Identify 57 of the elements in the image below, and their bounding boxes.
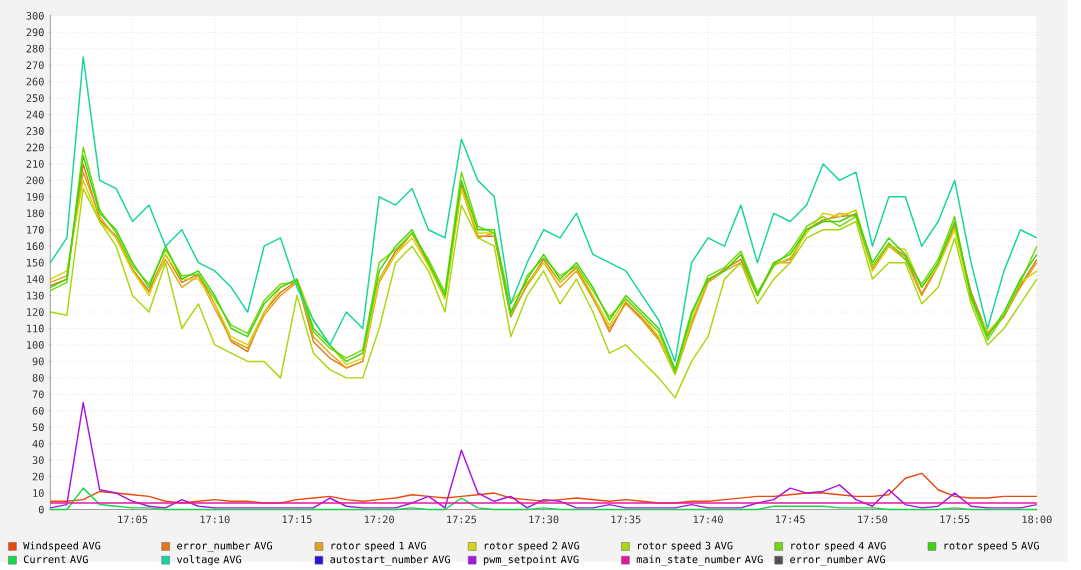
y-tick-label: 40 (32, 439, 44, 448)
x-tick-label: 17:55 (940, 515, 970, 524)
y-tick-label: 160 (27, 242, 44, 251)
x-tick-label: 17:50 (858, 515, 888, 524)
y-tick-label: 70 (32, 390, 44, 399)
y-tick-label: 0 (38, 505, 44, 514)
legend-label: rotor speed 5 AVG (944, 541, 1039, 552)
legend-label: pwm_setpoint AVG (483, 555, 579, 566)
y-tick-label: 300 (26, 12, 44, 20)
y-tick-label: 60 (32, 407, 44, 415)
y-tick-label: 100 (27, 341, 44, 349)
x-tick-label: 17:45 (776, 515, 805, 524)
legend-label: Current AVG (23, 555, 88, 564)
x-tick-label: 17:35 (611, 515, 641, 524)
y-tick-label: 180 (27, 209, 44, 218)
legend-label: rotor speed 2 AVG (484, 541, 580, 552)
legend-label: main_state_number AVG (636, 555, 763, 566)
legend-label: rotor speed 4 AVG (791, 541, 886, 552)
y-tick-label: 200 (26, 176, 44, 185)
legend-label: rotor speed 1 AVG (331, 541, 426, 552)
y-tick-label: 150 (27, 258, 44, 267)
y-tick-label: 50 (32, 423, 44, 432)
y-tick-label: 270 (26, 61, 44, 70)
y-tick-label: 10 (33, 489, 44, 498)
x-tick-label: 17:25 (447, 515, 477, 524)
y-tick-label: 250 (26, 94, 44, 103)
y-tick-label: 120 (27, 308, 44, 317)
y-tick-label: 240 (26, 110, 44, 119)
legend-label: autostart_number AVG (330, 555, 450, 566)
y-tick-label: 220 (26, 143, 44, 152)
legend-label: error_number AVG (177, 541, 272, 552)
legend-label: rotor speed 3 AVG (638, 541, 733, 552)
y-tick-label: 140 (27, 275, 44, 284)
y-tick-label: 130 (27, 291, 44, 300)
x-tick-label: 17:10 (200, 515, 230, 524)
legend-label: Windspeed AVG (23, 541, 101, 552)
y-tick-label: 190 (27, 193, 44, 201)
x-tick-label: 17:30 (529, 515, 559, 524)
y-tick-label: 280 (26, 44, 44, 53)
x-tick-label: 17:20 (364, 515, 394, 524)
y-tick-label: 110 (27, 324, 44, 333)
y-tick-label: 90 (32, 357, 44, 366)
y-tick-label: 30 (32, 456, 44, 465)
x-tick-label: 17:15 (282, 515, 312, 524)
y-tick-label: 20 (32, 472, 44, 481)
y-tick-label: 80 (32, 374, 44, 382)
line-series (49, 56, 1038, 363)
legend-label: error_number AVG (790, 555, 885, 566)
y-tick-label: 260 (26, 77, 44, 86)
x-tick-label: 18:00 (1022, 515, 1052, 524)
x-tick-label: 17:05 (118, 515, 148, 524)
y-tick-label: 230 (26, 127, 44, 136)
legend-label: voltage AVG (176, 555, 242, 566)
x-tick-label: 17:40 (693, 515, 723, 524)
y-tick-label: 290 (26, 28, 44, 37)
y-tick-label: 170 (27, 226, 44, 234)
y-tick-label: 210 (26, 160, 44, 168)
